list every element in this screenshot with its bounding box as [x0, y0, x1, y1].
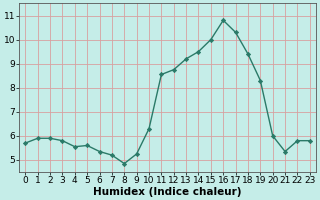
X-axis label: Humidex (Indice chaleur): Humidex (Indice chaleur)	[93, 187, 242, 197]
